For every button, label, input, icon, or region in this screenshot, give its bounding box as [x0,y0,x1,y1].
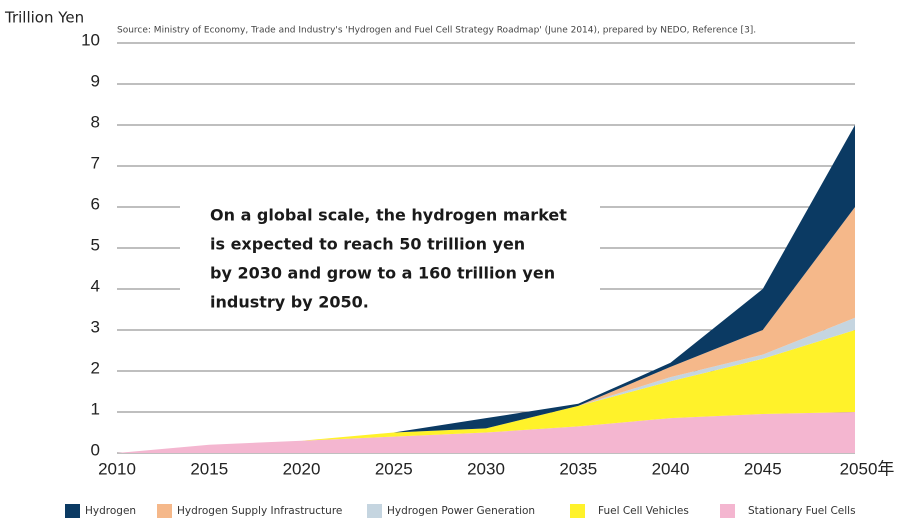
y-tick-label: 1 [91,399,100,418]
legend-label: Fuel Cell Vehicles [598,505,689,517]
legend-swatch [367,504,382,518]
legend-swatch [65,504,80,518]
y-tick-label: 8 [91,112,100,131]
y-tick-label: 7 [91,153,100,172]
y-tick-label: 10 [81,30,100,49]
y-tick-label: 4 [91,276,100,295]
x-tick-label: 2020 [283,459,321,478]
legend-swatch [720,504,735,518]
y-axis-label: Trillion Yen [4,9,84,27]
x-tick-label: 2035 [559,459,597,478]
y-tick-label: 5 [91,235,100,254]
y-tick-label: 2 [91,358,100,377]
legend-swatch [157,504,172,518]
annotation-box [180,192,600,322]
x-tick-label: 2025 [375,459,413,478]
legend-label: Hydrogen Supply Infrastructure [177,505,342,517]
annotation: is expected to reach 50 trillion yen [210,235,525,254]
annotation: On a global scale, the hydrogen market [210,206,567,225]
legend-swatch [570,504,585,518]
x-tick-label: 2040 [652,459,690,478]
annotation: industry by 2050. [210,293,369,312]
y-tick-label: 3 [91,317,100,336]
legend-label: Hydrogen [85,505,136,517]
y-tick-label: 6 [91,194,100,213]
x-tick-label: 2030 [467,459,505,478]
x-tick-label: 2015 [190,459,228,478]
y-tick-label: 0 [91,440,100,459]
legend-label: Hydrogen Power Generation [387,505,535,517]
x-tick-label: 2045 [744,459,782,478]
annotation: by 2030 and grow to a 160 trillion yen [210,264,555,283]
legend-label: Stationary Fuel Cells [748,505,856,517]
x-tick-label: 2010 [98,459,136,478]
x-tick-label: 2050年 [840,459,895,478]
y-tick-label: 9 [91,71,100,90]
source-note: Source: Ministry of Economy, Trade and I… [117,26,756,36]
